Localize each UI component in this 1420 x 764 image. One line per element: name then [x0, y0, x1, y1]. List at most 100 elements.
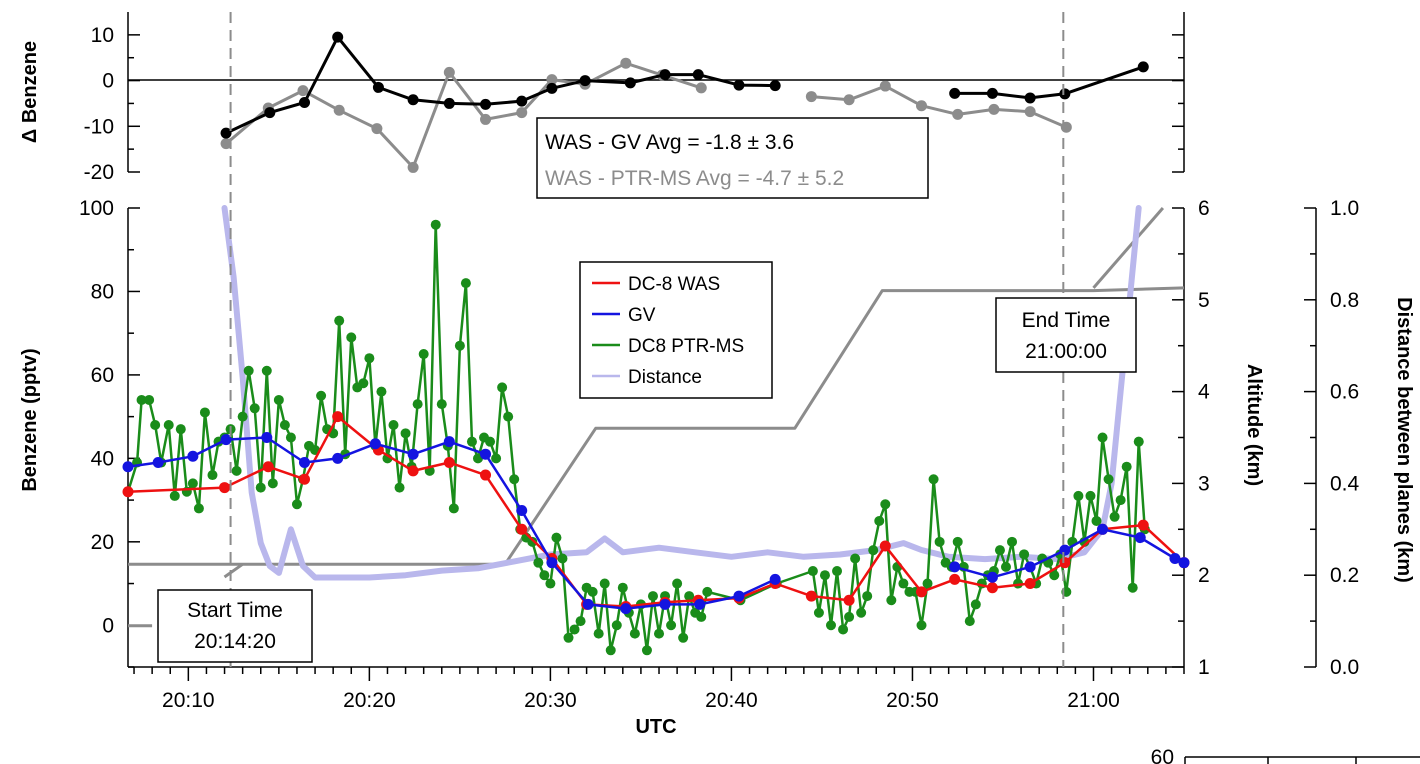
was-point	[332, 411, 344, 423]
was-point	[805, 590, 817, 602]
was-ptr-point	[879, 80, 891, 92]
benzene-axis-ticks: 100 80 60 40 20 0	[79, 197, 140, 668]
end-time-title: End Time	[1022, 309, 1111, 332]
ptr-ms-point	[466, 436, 477, 447]
ptr-ms-point	[551, 532, 562, 543]
was-ptr-point	[843, 94, 855, 106]
ptr-ms-point	[144, 394, 155, 405]
top-panel-right-ticks	[1172, 34, 1184, 173]
gv-point	[443, 436, 455, 448]
main-panel: 100 80 60 40 20 0 6 5 4 3 2 1 1.0 0.8 0.6 0.4 0.2 0.0 2…	[19, 197, 1415, 738]
ptr-ms-point	[928, 474, 939, 485]
distance-axis-ticks: 1.0 0.8 0.6 0.4 0.2 0.0	[1304, 197, 1360, 679]
top-panel-ylabel: Δ Benzene	[19, 41, 41, 143]
ptr-ms-point	[169, 490, 180, 501]
ptr-ms-point	[629, 628, 640, 639]
gv-point	[332, 452, 344, 464]
ptr-ms-point	[1019, 549, 1030, 560]
benzene-tick-label: 40	[91, 447, 114, 470]
ptr-ms-point	[249, 403, 260, 414]
ptr-ms-point	[400, 428, 411, 439]
top-panel: 10 0 -10 -20 Δ Benzene	[19, 12, 1185, 184]
ptr-ms-point	[394, 482, 405, 493]
ptr-ms-point	[832, 566, 843, 577]
distance-axis-label: Distance between planes (km)	[1393, 297, 1415, 583]
ptr-ms-point	[666, 620, 677, 631]
was-gv-point	[407, 94, 419, 106]
ptr-ms-point	[1127, 582, 1138, 593]
altitude-tick-label: 4	[1198, 381, 1210, 404]
start-time-title: Start Time	[187, 599, 283, 622]
was-point	[262, 461, 274, 473]
ptr-ms-point	[207, 470, 218, 481]
ptr-ms-point	[575, 616, 586, 627]
ptr-ms-point	[641, 645, 652, 656]
was-ptr-point	[297, 85, 309, 97]
top-panel-left-ticks: 10 0 -10 -20	[84, 24, 140, 184]
altitude-tick-label: 1	[1198, 656, 1210, 679]
x-tick-label: 20:50	[886, 689, 939, 712]
ptr-ms-point	[485, 436, 496, 447]
gv-point	[1134, 532, 1146, 544]
ptr-ms-point	[813, 607, 824, 618]
ptr-ms-point	[617, 582, 628, 593]
ptr-ms-point	[825, 620, 836, 631]
ptr-ms-point	[678, 632, 689, 643]
ptr-ms-point	[856, 607, 867, 618]
ptr-ms-point	[1103, 474, 1114, 485]
legend-label: DC8 PTR-MS	[628, 336, 744, 357]
was-gv-point	[733, 79, 745, 91]
stats-box-frame	[536, 117, 929, 199]
gv-point	[516, 505, 528, 517]
end-time-box: End Time 21:00:00	[995, 297, 1137, 373]
legend-label: DC-8 WAS	[628, 274, 720, 295]
ptr-ms-point	[376, 386, 387, 397]
x-tick-label: 20:30	[524, 689, 577, 712]
was-ptr-point	[546, 74, 558, 86]
ptr-ms-point	[412, 399, 423, 410]
was-gv-line	[954, 65, 1144, 100]
ptr-ms-point	[970, 599, 981, 610]
gv-point	[1097, 523, 1109, 535]
ptr-ms-point	[231, 465, 242, 476]
stats-box: WAS - GV Avg = -1.8 ± 3.6 WAS - PTR-MS A…	[536, 117, 929, 199]
x-axis-label: UTC	[635, 716, 676, 738]
x-tick-label: 20:20	[343, 689, 396, 712]
ptr-ms-point	[175, 424, 186, 435]
gv-point	[1169, 553, 1181, 565]
was-ptr-point	[333, 104, 345, 116]
ptr-ms-point	[684, 591, 695, 602]
ptr-ms-point	[503, 411, 514, 422]
was-gv-point	[624, 77, 636, 89]
ptr-ms-point	[850, 553, 861, 564]
legend: DC-8 WAS GV DC8 PTR-MS Distance	[579, 261, 773, 399]
ptr-ms-point	[611, 620, 622, 631]
was-ptr-point	[220, 138, 232, 150]
ptr-ms-point	[237, 411, 248, 422]
altitude-axis-ticks: 6 5 4 3 2 1	[1172, 197, 1210, 679]
gv-point	[407, 448, 419, 460]
was-ptr-point	[916, 100, 928, 112]
ptr-ms-point	[874, 515, 885, 526]
ptr-ms-point	[364, 353, 375, 364]
was-point	[986, 582, 998, 594]
ptr-ms-point	[199, 407, 210, 418]
ptr-ms-point	[163, 419, 174, 430]
gv-point	[694, 598, 706, 610]
ptr-ms-point	[285, 432, 296, 443]
gv-point	[620, 603, 632, 615]
was-gv-point	[692, 69, 704, 81]
ptr-ms-point	[243, 365, 254, 376]
was-ptr-point	[952, 108, 964, 120]
ptr-ms-point	[952, 536, 963, 547]
gv-point	[152, 457, 164, 469]
x-tick-label: 21:00	[1067, 689, 1120, 712]
was-ptr-point	[1024, 106, 1036, 118]
altitude-tick-label: 5	[1198, 289, 1210, 312]
was-gv-point	[480, 98, 492, 110]
distance-tick-label: 0.6	[1330, 381, 1359, 404]
ptr-ms-point	[934, 536, 945, 547]
was-gv-point	[659, 69, 671, 81]
gv-point	[986, 571, 998, 583]
ptr-ms-point	[448, 503, 459, 514]
